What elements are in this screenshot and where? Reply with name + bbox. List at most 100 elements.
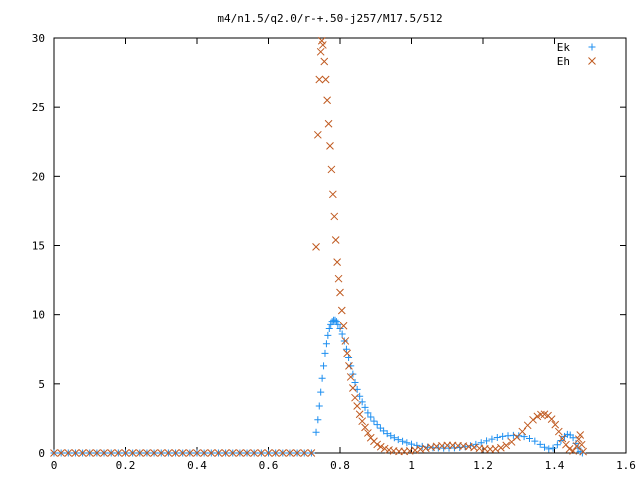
data-point-eh	[307, 449, 316, 457]
data-point-ek	[321, 349, 329, 357]
data-point-eh	[339, 321, 348, 330]
data-point-eh	[228, 449, 237, 457]
data-point-ek	[320, 362, 328, 370]
data-point-ek	[342, 345, 350, 353]
data-point-eh	[351, 393, 359, 402]
x-tick-label: 0.2	[116, 459, 136, 472]
data-point-eh	[250, 449, 259, 457]
x-tick-label: 0.8	[330, 459, 350, 472]
data-point-ek	[488, 435, 496, 443]
data-point-eh	[93, 449, 101, 457]
data-point-ek	[520, 433, 528, 441]
data-point-ek	[483, 437, 491, 445]
data-point-eh	[327, 165, 336, 174]
data-point-ek	[499, 432, 507, 440]
tick-labels: 0 0.2 0.4 0.6 0.8 1 1.2 1.4 1.6 0 5 10 15 20 25 30	[32, 32, 636, 472]
data-point-eh	[373, 440, 382, 449]
data-point-eh	[529, 415, 537, 424]
data-point-eh	[385, 446, 393, 454]
data-point-eh	[326, 142, 334, 150]
data-point-ek	[387, 432, 395, 440]
data-point-eh	[558, 434, 567, 443]
data-point-eh	[331, 236, 340, 244]
data-point-ek	[545, 445, 553, 453]
data-point-eh	[576, 431, 585, 439]
data-point-eh	[64, 449, 73, 457]
data-point-eh	[236, 449, 244, 457]
data-point-eh	[333, 258, 341, 266]
data-point-eh	[85, 449, 94, 457]
data-point-eh	[321, 75, 330, 84]
data-point-eh	[346, 373, 355, 381]
data-point-eh	[257, 449, 266, 457]
data-point-eh	[243, 449, 251, 457]
y-tick-label: 5	[38, 378, 45, 391]
data-point-eh	[334, 274, 343, 283]
data-point-eh	[323, 96, 331, 105]
y-tick-label: 30	[32, 32, 45, 45]
data-point-ek	[314, 416, 322, 424]
data-point-ek	[315, 402, 323, 410]
data-point-ek	[399, 437, 407, 445]
data-point-ek	[331, 316, 339, 324]
data-point-eh	[337, 306, 346, 315]
data-point-ek	[383, 430, 391, 438]
data-point-eh	[353, 402, 362, 410]
data-point-eh	[107, 449, 116, 457]
axes	[53, 37, 627, 454]
data-point-ek	[408, 440, 415, 448]
data-point-ek	[351, 378, 359, 386]
data-point-ek	[373, 421, 381, 429]
data-point-eh	[318, 41, 327, 49]
data-point-eh	[185, 449, 194, 457]
data-point-eh	[324, 119, 333, 128]
data-point-eh	[178, 449, 187, 457]
data-point-eh	[157, 449, 166, 457]
data-point-eh	[502, 441, 511, 450]
data-point-eh	[518, 427, 527, 436]
data-point-eh	[300, 449, 309, 457]
data-point-eh	[497, 443, 505, 452]
x-tick-label: 1.6	[616, 459, 636, 472]
data-point-ek	[531, 437, 539, 445]
data-point-eh	[380, 444, 389, 453]
y-tick-label: 20	[32, 170, 45, 183]
data-point-eh	[264, 449, 273, 457]
data-point-ek	[334, 320, 342, 328]
data-point-eh	[164, 449, 173, 457]
y-tick-label: 0	[38, 447, 45, 460]
data-point-ek	[340, 337, 348, 345]
data-point-eh	[135, 449, 144, 457]
x-tick-label: 0.6	[259, 459, 279, 472]
series-eh	[50, 36, 587, 457]
data-point-eh	[57, 449, 66, 457]
data-point-ek	[569, 434, 577, 442]
data-point-eh	[355, 410, 364, 419]
data-point-ek	[413, 441, 421, 449]
data-point-eh	[315, 75, 324, 84]
data-point-eh	[565, 444, 574, 453]
data-point-ek	[338, 330, 346, 338]
plot-frame	[53, 37, 627, 454]
data-point-ek	[525, 434, 533, 442]
data-point-eh	[316, 47, 325, 56]
data-point-eh	[50, 449, 58, 457]
data-point-eh	[121, 449, 130, 457]
data-point-ek	[472, 440, 480, 448]
series-layer	[50, 36, 587, 457]
data-point-eh	[569, 447, 577, 455]
data-point-eh	[364, 429, 372, 437]
legend-marker-ek-glyph	[588, 43, 596, 51]
data-point-ek	[403, 439, 411, 447]
data-point-ek	[312, 428, 320, 436]
data-point-eh	[293, 449, 301, 457]
data-point-ek	[370, 417, 378, 425]
data-point-eh	[271, 449, 280, 457]
data-point-ek	[325, 325, 333, 332]
data-point-ek	[358, 398, 366, 406]
data-point-ek	[390, 434, 398, 442]
data-point-ek	[540, 443, 548, 451]
data-point-ek	[394, 436, 402, 444]
data-point-ek	[336, 325, 344, 332]
